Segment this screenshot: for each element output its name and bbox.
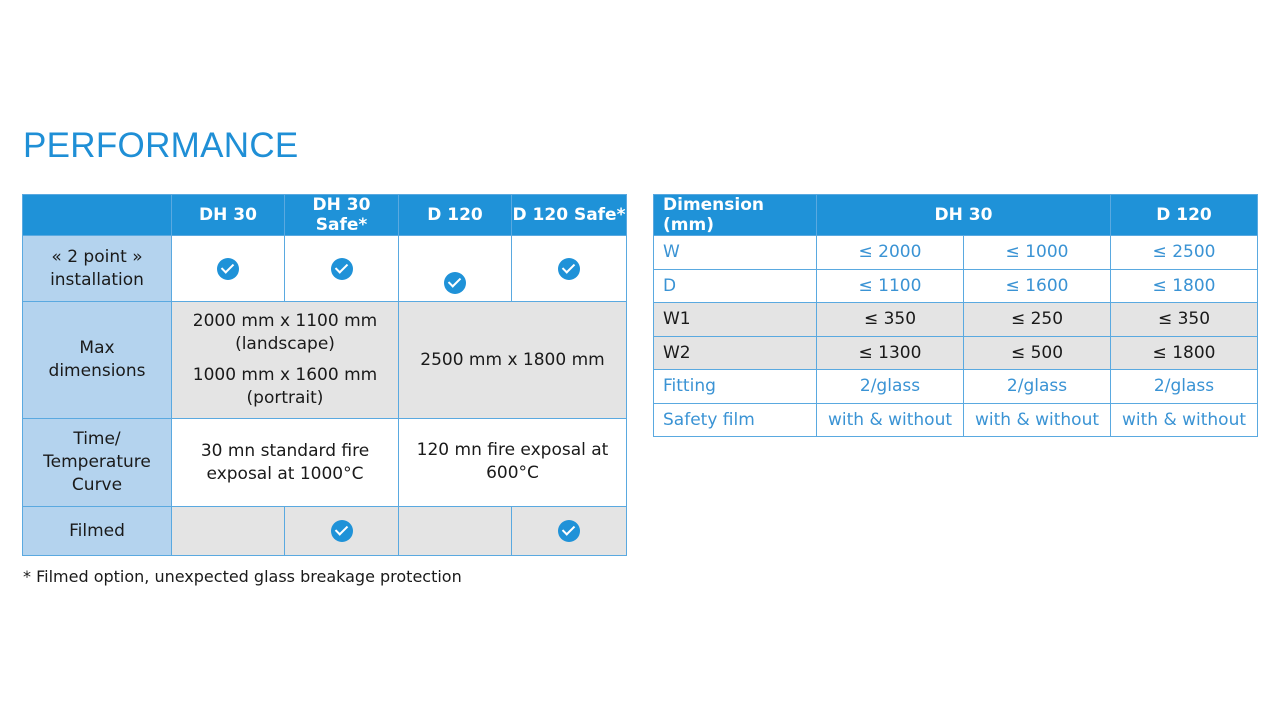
dh-dim-landscape: 2000 mm x 1100 mm: [192, 311, 378, 331]
table-row: W ≤ 2000 ≤ 1000 ≤ 2500: [653, 235, 1259, 270]
max-dimensions-label-line1: Max: [79, 338, 115, 358]
dh-dim-landscape-note: (landscape): [235, 334, 335, 354]
check-icon: [558, 520, 580, 542]
filmed-dh30-safe: [284, 506, 399, 556]
footnote: * Filmed option, unexpected glass breaka…: [23, 567, 462, 586]
table-cell: with & without: [816, 402, 964, 437]
installation-dh30-safe: [284, 235, 399, 302]
header-dimension: Dimension (mm): [653, 194, 817, 236]
table-cell: 2/glass: [1110, 369, 1259, 404]
time-temp-d-line1: 120 mn fire exposal at: [416, 440, 609, 460]
time-temp-label-line1: Time/: [73, 429, 121, 449]
header-dh30: DH 30: [171, 194, 285, 236]
max-dimensions-d: 2500 mm x 1800 mm: [398, 301, 627, 419]
time-temp-dh-line2: exposal at 1000°C: [206, 463, 364, 484]
installation-label-line1: « 2 point »: [51, 246, 143, 267]
time-temp-d-line2: 600°C: [486, 463, 539, 483]
table-row: W1 ≤ 350 ≤ 250 ≤ 350: [653, 302, 1259, 337]
installation-label: « 2 point » installation: [22, 235, 172, 302]
time-temp-label: Time/ Temperature Curve: [22, 418, 172, 507]
table-cell: with & without: [1110, 402, 1259, 437]
max-dimensions-row: Max dimensions 2000 mm x 1100 mm (landsc…: [22, 301, 627, 419]
row-label: Fitting: [653, 369, 817, 404]
max-dimensions-label-line2: dimensions: [48, 361, 146, 381]
table-cell: ≤ 2000: [816, 235, 964, 270]
installation-dh30: [171, 235, 285, 302]
installation-d120-safe: [511, 235, 627, 302]
row-label: D: [653, 268, 817, 303]
table-cell: ≤ 1100: [816, 268, 964, 303]
table-cell: ≤ 500: [962, 335, 1112, 370]
max-dimensions-dh: 2000 mm x 1100 mm (landscape) 1000 mm x …: [171, 301, 399, 419]
time-temp-dh-line1: 30 mn standard fire: [200, 440, 370, 461]
performance-header-row: DH 30 DH 30 Safe* D 120 D 120 Safe*: [22, 194, 627, 236]
time-temp-row: Time/ Temperature Curve 30 mn standard f…: [22, 418, 627, 507]
max-dimensions-label: Max dimensions: [22, 301, 172, 419]
row-label: W: [653, 235, 817, 270]
header-corner: [22, 194, 172, 236]
installation-label-line2: installation: [50, 269, 144, 290]
header-d120: D 120: [398, 194, 512, 236]
filmed-d120: [398, 506, 512, 556]
table-cell: with & without: [962, 402, 1112, 437]
table-cell: ≤ 350: [1110, 302, 1259, 337]
dh-dim-portrait: 1000 mm x 1600 mm: [192, 365, 378, 385]
header-dh30-safe: DH 30 Safe*: [284, 194, 399, 236]
table-cell: ≤ 250: [962, 302, 1112, 337]
installation-row: « 2 point » installation: [22, 235, 627, 302]
table-cell: ≤ 1300: [816, 335, 964, 370]
check-icon: [217, 257, 239, 280]
installation-d120: [398, 235, 512, 302]
performance-table: DH 30 DH 30 Safe* D 120 D 120 Safe* « 2 …: [22, 194, 627, 556]
table-cell: ≤ 350: [816, 302, 964, 337]
table-row: Fitting 2/glass 2/glass 2/glass: [653, 369, 1259, 404]
check-icon: [444, 271, 466, 294]
dimension-header-row: Dimension (mm) DH 30 D 120: [653, 194, 1259, 236]
table-row: Safety film with & without with & withou…: [653, 402, 1259, 437]
header-dh30: DH 30: [815, 194, 1112, 236]
dh-dim-portrait-note: (portrait): [246, 388, 324, 408]
row-label: Safety film: [653, 402, 817, 437]
check-icon: [558, 257, 580, 280]
time-temp-label-line3: Curve: [71, 475, 123, 495]
table-cell: ≤ 2500: [1110, 235, 1259, 270]
header-d120: D 120: [1110, 194, 1259, 236]
table-cell: ≤ 1800: [1110, 335, 1259, 370]
check-icon: [330, 257, 353, 280]
filmed-d120-safe: [511, 506, 627, 556]
table-cell: 2/glass: [962, 369, 1112, 404]
table-cell: ≤ 1600: [962, 268, 1112, 303]
filmed-row: Filmed: [22, 506, 627, 556]
page-title: PERFORMANCE: [23, 126, 299, 165]
check-icon: [330, 520, 353, 542]
dimension-table: Dimension (mm) DH 30 D 120 W ≤ 2000 ≤ 10…: [653, 194, 1259, 437]
table-cell: ≤ 1800: [1110, 268, 1259, 303]
time-temp-d: 120 mn fire exposal at 600°C: [398, 418, 627, 507]
table-cell: ≤ 1000: [962, 235, 1112, 270]
time-temp-dh: 30 mn standard fire exposal at 1000°C: [171, 418, 399, 507]
filmed-label: Filmed: [22, 506, 172, 556]
row-label: W2: [653, 335, 817, 370]
table-row: D ≤ 1100 ≤ 1600 ≤ 1800: [653, 268, 1259, 303]
table-row: W2 ≤ 1300 ≤ 500 ≤ 1800: [653, 335, 1259, 370]
row-label: W1: [653, 302, 817, 337]
table-cell: 2/glass: [816, 369, 964, 404]
filmed-dh30: [171, 506, 285, 556]
time-temp-label-line2: Temperature: [43, 452, 151, 472]
header-d120-safe: D 120 Safe*: [511, 194, 627, 236]
